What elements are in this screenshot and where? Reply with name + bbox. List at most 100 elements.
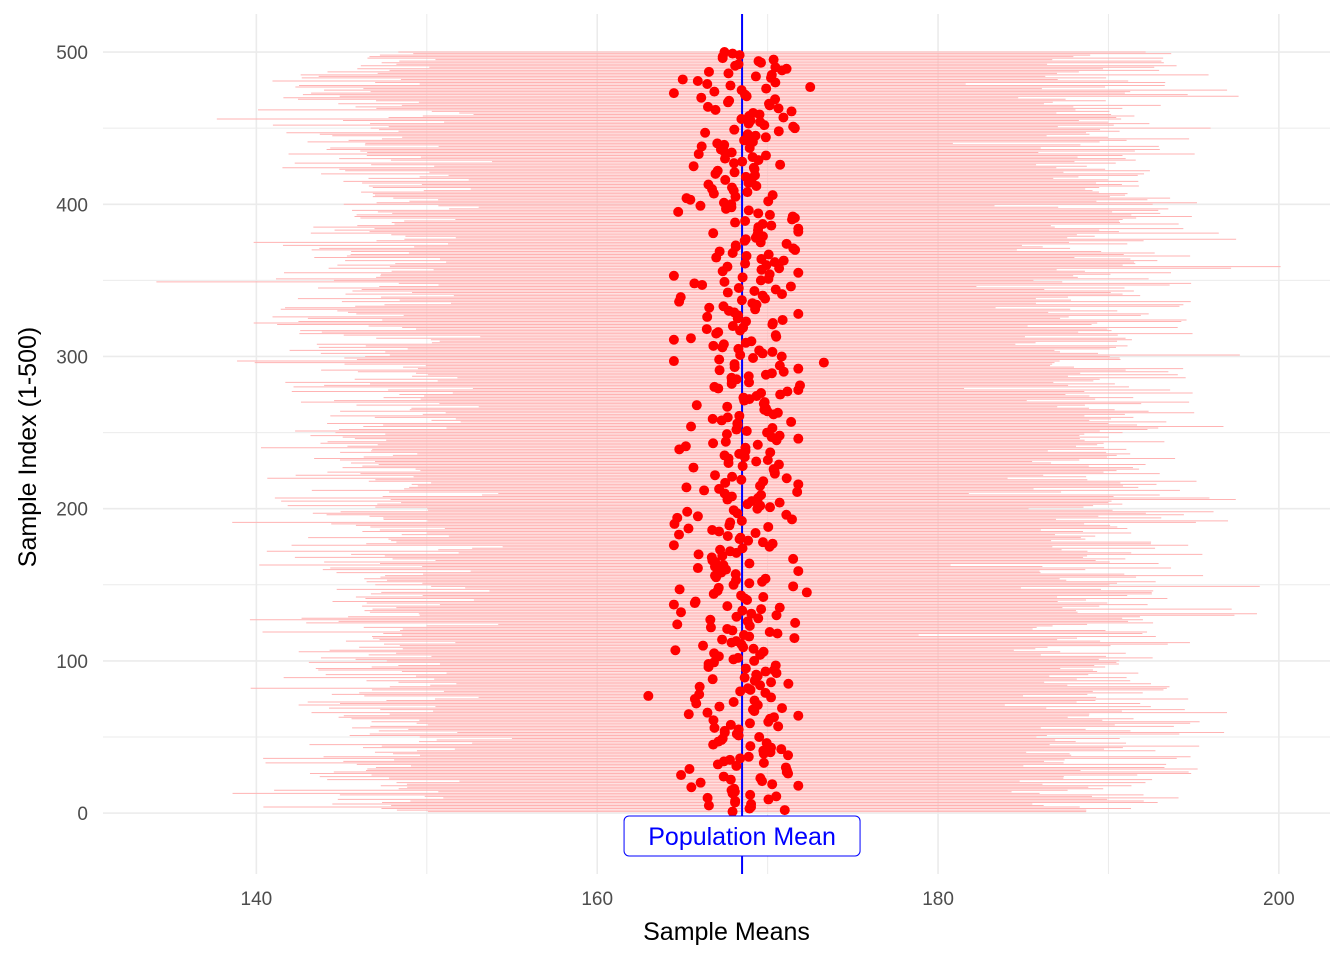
sample-mean-point [718,560,729,571]
sample-mean-point [724,95,735,106]
sample-mean-point [743,751,754,762]
sample-mean-point [749,286,760,297]
sample-mean-point [668,334,679,345]
sample-mean-point [719,450,730,461]
sample-mean-point [767,190,778,201]
sample-mean-point [720,174,731,185]
sample-mean-point [805,82,816,93]
sample-mean-point [765,502,776,513]
sample-mean-point [732,418,743,429]
sample-mean-point [718,301,729,312]
sample-mean-point [778,112,789,123]
sample-mean-point [774,602,785,613]
sample-mean-point [747,152,758,163]
sample-mean-point [736,114,747,125]
sample-mean-point [793,780,804,791]
sample-mean-point [793,479,804,490]
sample-mean-point [793,267,804,278]
sample-mean-point [726,147,737,158]
sample-mean-point [748,353,759,363]
sample-mean-point [758,646,769,657]
sample-mean-point [745,741,756,752]
x-tick-label: 180 [922,889,954,910]
sample-mean-point [745,789,756,800]
sample-mean-point [707,674,718,685]
sample-mean-point [749,655,760,666]
sample-mean-point [729,124,740,135]
sample-mean-point [769,712,780,723]
sample-mean-point [730,217,741,228]
sample-mean-point [690,596,701,607]
sample-mean-point [740,316,751,327]
sample-mean-point [718,771,729,782]
sample-mean-point [714,483,725,494]
sample-mean-point [668,270,679,281]
sample-mean-point [742,683,753,694]
sample-mean-point [710,104,721,115]
sample-mean-point [782,386,793,397]
sample-mean-point [725,80,736,91]
sample-mean-point [705,622,716,633]
sample-mean-point [729,783,740,794]
sample-mean-point [731,636,742,647]
sample-mean-point [720,153,731,164]
tick-labels: 140 160 180 200 0 100 200 300 400 500 [56,43,1294,910]
sample-mean-point [748,107,759,118]
sample-mean-point [780,762,791,773]
sample-mean-point [770,330,781,341]
sample-mean-point [774,430,785,441]
sample-mean-point [793,710,804,721]
sample-mean-point [709,381,720,392]
sample-mean-point [701,324,712,335]
sample-mean-point [734,410,745,421]
sample-mean-point [750,130,761,141]
sample-mean-point [801,587,812,598]
sample-mean-point [760,132,771,143]
sample-mean-point [756,604,767,615]
sample-mean-point [695,200,706,211]
sample-mean-point [742,129,753,140]
sample-mean-point [738,630,749,641]
sample-mean-point [668,540,679,551]
sample-mean-point [735,753,746,764]
sample-mean-point [767,423,778,434]
sample-mean-point [721,429,732,440]
sample-mean-point [744,578,755,589]
sample-mean-point [704,302,715,313]
sample-mean-point [772,628,783,639]
x-tick-label: 200 [1263,889,1295,910]
sample-mean-point [786,106,797,117]
sample-mean-point [708,715,719,726]
sample-mean-point [760,687,771,698]
sample-mean-point [756,489,767,500]
sample-mean-point [751,456,762,467]
sample-mean-point [722,601,733,612]
sample-mean-point [736,515,747,526]
sample-mean-point [735,686,746,697]
sample-mean-point [670,645,681,656]
sample-mean-point [709,648,720,659]
sample-mean-point [719,47,730,58]
sample-mean-point [793,433,804,444]
sample-mean-point [726,372,737,383]
sample-mean-point [781,473,792,484]
x-tick-label: 140 [241,889,273,910]
sample-mean-point [767,779,778,790]
sample-mean-point [668,599,679,610]
sample-mean-point [748,643,759,654]
sample-mean-point [776,351,787,362]
sample-mean-point [747,298,758,309]
sample-mean-point [755,117,766,128]
sample-mean-point [758,757,769,768]
sample-mean-point [694,689,705,700]
sample-mean-point [680,441,691,452]
sample-mean-point [777,703,788,714]
sample-mean-point [764,626,775,637]
sample-mean-point [713,327,724,338]
sample-mean-point [676,770,687,781]
annotation-layer: Population Mean [623,815,861,857]
sample-mean-point [818,357,829,368]
sample-mean-point [718,339,729,350]
sample-mean-point [755,500,766,511]
sample-mean-point [757,219,768,230]
